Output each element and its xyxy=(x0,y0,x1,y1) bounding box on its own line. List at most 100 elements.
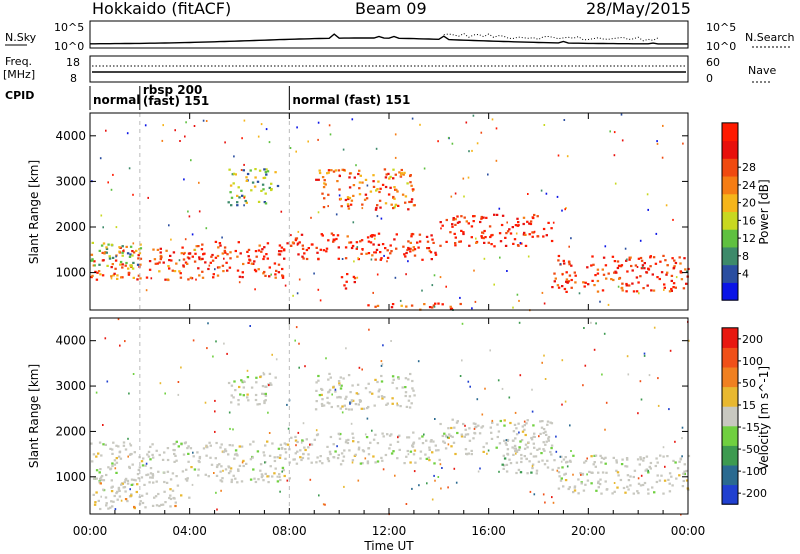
heatmap-speck xyxy=(586,473,588,476)
heatmap-cell xyxy=(404,386,407,389)
noise-panel-frame xyxy=(89,20,689,49)
heatmap-speck xyxy=(382,468,385,471)
heatmap-cell xyxy=(640,259,644,262)
heatmap-cell xyxy=(109,467,113,470)
heatmap-cell xyxy=(139,257,143,260)
heatmap-cell xyxy=(549,450,552,454)
heatmap-speck xyxy=(604,428,606,431)
heatmap-cell xyxy=(685,282,688,285)
heatmap-cell xyxy=(526,220,529,223)
heatmap-cell xyxy=(187,252,191,255)
heatmap-cell xyxy=(456,420,459,423)
heatmap-cell xyxy=(90,259,93,262)
heatmap-speck xyxy=(523,420,526,423)
heatmap-cell xyxy=(383,396,386,399)
heatmap-cell xyxy=(501,463,504,466)
heatmap-cell xyxy=(541,459,544,462)
heatmap-cell xyxy=(525,422,528,425)
heatmap-cell xyxy=(495,213,499,216)
heatmap-cell xyxy=(116,277,119,280)
heatmap-cell xyxy=(683,463,686,466)
heatmap-speck xyxy=(657,404,660,407)
heatmap-speck xyxy=(174,442,177,445)
heatmap-cell xyxy=(357,441,360,444)
noise-panel: N.Sky 10^5 10^0 10^5 10^0 N.Search xyxy=(5,20,795,53)
heatmap-cell xyxy=(241,276,244,279)
heatmap-cell xyxy=(359,400,362,403)
heatmap-cell xyxy=(263,201,266,204)
heatmap-cell xyxy=(229,467,233,470)
heatmap-speck xyxy=(315,429,318,432)
colorbar-swatch xyxy=(722,465,738,486)
heatmap-cell xyxy=(307,247,310,250)
heatmap-cell xyxy=(544,430,547,433)
heatmap-cell xyxy=(133,505,136,509)
heatmap-speck xyxy=(599,300,601,303)
heatmap-cell xyxy=(390,452,394,455)
heatmap-cell xyxy=(392,195,395,199)
heatmap-cell xyxy=(522,233,526,236)
heatmap-cell xyxy=(241,194,244,197)
heatmap-cell xyxy=(566,281,569,284)
heatmap-speck xyxy=(286,479,289,482)
noise-left-label: N.Sky xyxy=(5,31,37,44)
heatmap-speck xyxy=(205,227,208,230)
heatmap-cell xyxy=(222,450,225,454)
heatmap-cell xyxy=(105,246,108,249)
heatmap-speck xyxy=(229,427,231,430)
heatmap-cell xyxy=(171,472,175,475)
heatmap-cell xyxy=(526,419,529,422)
heatmap-cell xyxy=(632,475,635,479)
heatmap-cell xyxy=(464,433,468,436)
heatmap-cell xyxy=(602,457,606,460)
heatmap-cell xyxy=(373,404,376,407)
heatmap-cell xyxy=(380,395,384,398)
heatmap-cell xyxy=(302,452,305,456)
heatmap-cell xyxy=(517,468,521,471)
heatmap-cell xyxy=(557,286,561,289)
heatmap-speck xyxy=(183,253,185,256)
heatmap-cell xyxy=(153,258,157,261)
heatmap-cell xyxy=(470,449,473,452)
velocity-colorbar-label: Velocity [m s^-1] xyxy=(757,366,771,470)
heatmap-cell xyxy=(110,243,114,246)
heatmap-cell xyxy=(630,264,633,268)
heatmap-cell xyxy=(637,492,640,495)
heatmap-speck xyxy=(223,257,225,260)
heatmap-cell xyxy=(227,472,231,475)
heatmap-cell xyxy=(159,247,162,250)
heatmap-cell xyxy=(490,234,493,237)
heatmap-cell xyxy=(460,435,464,438)
heatmap-cell xyxy=(168,259,171,262)
heatmap-speck xyxy=(246,369,249,372)
heatmap-cell xyxy=(234,477,237,480)
heatmap-cell xyxy=(148,481,151,484)
heatmap-cell xyxy=(591,279,594,282)
heatmap-cell xyxy=(230,204,233,207)
heatmap-cell xyxy=(249,478,253,481)
heatmap-speck xyxy=(361,207,364,210)
heatmap-cell xyxy=(151,474,155,477)
heatmap-cell xyxy=(668,482,671,485)
heatmap-cell xyxy=(396,457,399,460)
heatmap-cell xyxy=(262,257,265,261)
heatmap-cell xyxy=(126,252,130,255)
heatmap-cell xyxy=(335,237,338,241)
colorbar-tick-label: 24 xyxy=(742,179,756,192)
heatmap-cell xyxy=(379,206,382,209)
heatmap-cell xyxy=(472,220,475,223)
heatmap-cell xyxy=(127,267,130,270)
heatmap-speck xyxy=(180,366,182,369)
heatmap-cell xyxy=(180,494,183,497)
heatmap-cell xyxy=(672,286,675,289)
heatmap-cell xyxy=(512,430,516,433)
heatmap-cell xyxy=(216,274,220,277)
heatmap-cell xyxy=(263,168,266,171)
heatmap-cell xyxy=(174,501,177,504)
heatmap-cell xyxy=(261,392,264,395)
heatmap-cell xyxy=(382,435,385,438)
heatmap-cell xyxy=(452,217,455,220)
heatmap-cell xyxy=(629,484,632,487)
heatmap-speck xyxy=(437,476,440,478)
heatmap-speck xyxy=(565,207,567,210)
